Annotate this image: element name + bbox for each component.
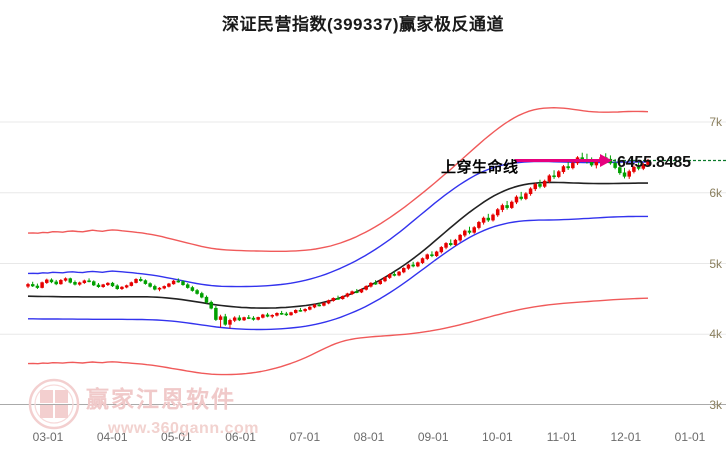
- signal-arrow: [515, 153, 612, 167]
- signal-annotation: 上穿生命线: [441, 159, 519, 176]
- x-axis-tick-label: 11-01: [546, 430, 577, 444]
- x-axis-tick-label: 10-01: [482, 430, 513, 444]
- watermark-seal-logo: [28, 378, 80, 430]
- x-axis-tick-label: 12-01: [610, 430, 642, 444]
- y-axis-tick-label: 4k: [709, 327, 722, 342]
- last-price-label: 6455.8485: [617, 154, 691, 171]
- x-axis-tick-label: 08-01: [353, 430, 385, 444]
- y-axis-tick-label: 7k: [709, 115, 722, 129]
- price-chart-plot: [0, 55, 726, 405]
- x-axis-tick-label: 07-01: [289, 430, 321, 444]
- chart-svg: [0, 107, 726, 405]
- y-axis-tick-label: 3k: [709, 398, 722, 412]
- x-axis-tick-label: 05-01: [161, 430, 192, 444]
- x-axis-tick-label: 03-01: [32, 430, 64, 444]
- x-axis-tick-label: 06-01: [225, 430, 256, 444]
- page-title: 深证民营指数(399337)赢家极反通道: [221, 15, 505, 34]
- watermark-brand: 赢家江恩软件: [86, 386, 236, 412]
- y-axis-tick-label: 6k: [709, 185, 722, 200]
- x-axis-tick-label: 01-01: [674, 430, 706, 444]
- x-axis-tick-label: 04-01: [96, 430, 128, 444]
- y-axis-tick-label: 5k: [709, 256, 722, 271]
- gridlines: [0, 121, 726, 405]
- x-axis-tick-label: 09-01: [417, 430, 449, 444]
- candlestick-series: [26, 152, 650, 329]
- watermark-url: www.360gann.com: [108, 420, 259, 437]
